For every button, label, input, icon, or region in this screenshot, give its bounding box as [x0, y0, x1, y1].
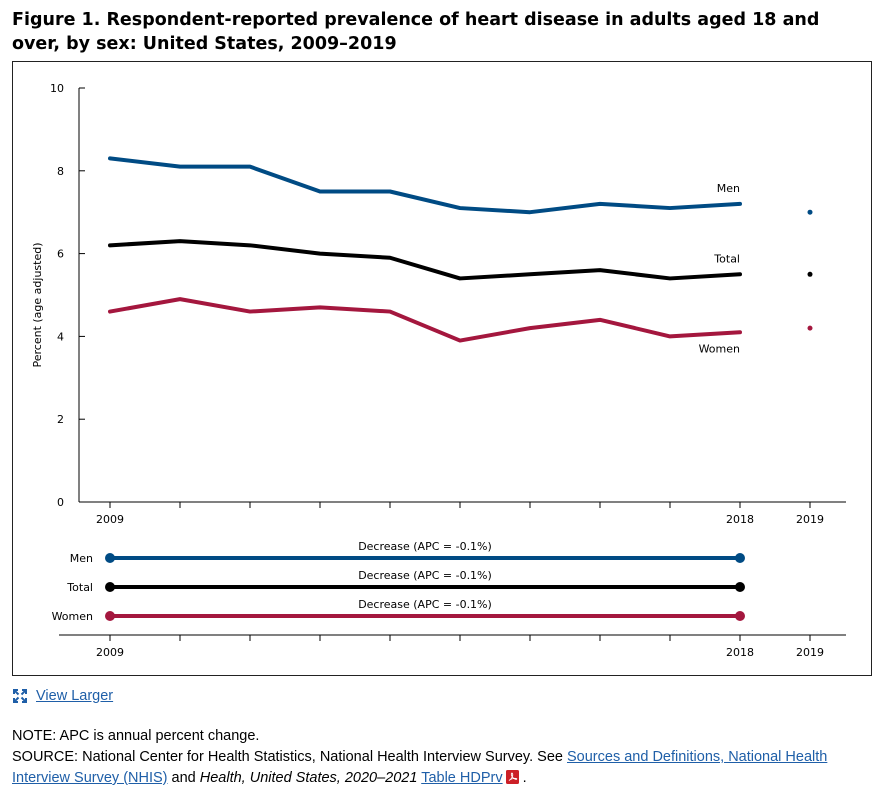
source-publication: Health, United States, 2020–2021: [199, 770, 418, 786]
series-label-men: Men: [717, 182, 740, 195]
series-line-men: [108, 156, 742, 215]
trend-row-label: Men: [70, 552, 93, 565]
trend-start-marker: [105, 553, 115, 563]
trend-x-tick-label: 2009: [96, 646, 124, 659]
figure-notes: NOTE: APC is annual percent change. SOUR…: [12, 726, 872, 789]
data-point-2019-total: [807, 271, 813, 277]
table-hdprv-link[interactable]: Table HDPrv: [421, 770, 503, 786]
series-line-total: [108, 239, 742, 281]
trend-start-marker: [105, 611, 115, 621]
x-tick-label: 2009: [96, 513, 124, 526]
sources-definitions-link[interactable]: Sources and Definitions, National Health…: [12, 749, 828, 786]
series-label-total: Total: [713, 252, 740, 265]
chart-svg: 0 2 4 6 8 10 Percent (age adjusted) 2009 2018 201…: [31, 82, 846, 659]
y-tick-label: 10: [50, 82, 64, 95]
trend-start-marker: [105, 582, 115, 592]
view-larger-row: View Larger: [12, 688, 113, 704]
y-tick-label: 0: [57, 496, 64, 509]
figure-title: Figure 1. Respondent-reported prevalence…: [12, 10, 820, 54]
trend-apc-label: Decrease (APC = -0.1%): [358, 598, 492, 611]
y-tick-label: 8: [57, 165, 64, 178]
expand-icon[interactable]: [12, 688, 28, 704]
view-larger-link[interactable]: View Larger: [36, 688, 114, 704]
trend-row-label: Total: [66, 581, 93, 594]
trend-apc-label: Decrease (APC = -0.1%): [358, 569, 492, 582]
trend-apc-label: Decrease (APC = -0.1%): [358, 540, 492, 553]
figure-panel: 0 2 4 6 8 10 Percent (age adjusted) 2009 2018 201…: [12, 61, 872, 676]
trend-end-marker: [735, 582, 745, 592]
y-tick-label: 6: [57, 248, 64, 261]
trend-x-tick-label: 2018: [726, 646, 754, 659]
data-point-2019-women: [807, 325, 813, 331]
data-point-2019-men: [807, 209, 813, 215]
x-tick-label: 2018: [726, 513, 754, 526]
y-axis-label: Percent (age adjusted): [31, 242, 44, 367]
note-text: NOTE: APC is annual percent change.: [12, 728, 260, 744]
source-text: SOURCE: National Center for Health Stati…: [12, 747, 872, 789]
trend-end-marker: [735, 553, 745, 563]
source-end: .: [518, 770, 527, 786]
series-line-women: [108, 297, 742, 343]
source-middle: and: [167, 770, 200, 786]
pdf-icon[interactable]: [505, 770, 519, 784]
source-prefix: SOURCE: National Center for Health Stati…: [12, 749, 567, 765]
y-tick-label: 2: [57, 413, 64, 426]
series-label-women: Women: [699, 342, 740, 355]
x-tick-label: 2019: [796, 513, 824, 526]
y-tick-label: 4: [57, 330, 64, 343]
trend-row-label: Women: [52, 610, 93, 623]
trend-x-tick-label: 2019: [796, 646, 824, 659]
trend-end-marker: [735, 611, 745, 621]
